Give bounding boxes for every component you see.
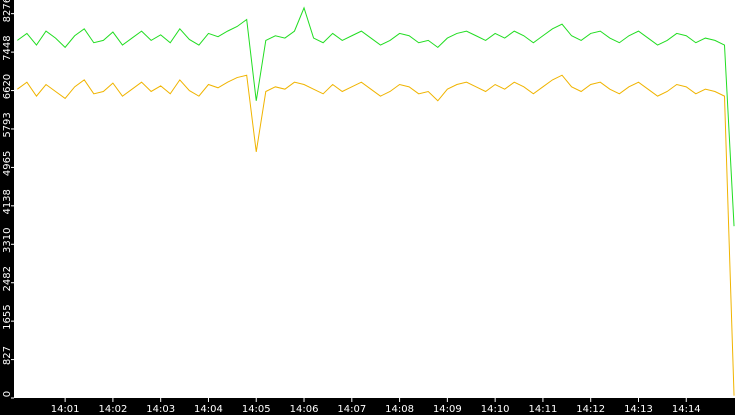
x-tick-label: 14:03 xyxy=(146,404,175,415)
x-tick-label: 14:06 xyxy=(290,404,319,415)
y-tick-label: 4138 xyxy=(2,189,13,214)
x-tick-label: 14:05 xyxy=(242,404,271,415)
y-tick-label: 8276 xyxy=(2,0,13,22)
x-tick-label: 14:12 xyxy=(576,404,605,415)
y-tick-label: 3310 xyxy=(2,228,13,253)
y-tick-label: 1655 xyxy=(2,304,13,329)
x-tick-label: 14:04 xyxy=(194,404,223,415)
x-tick-label: 14:14 xyxy=(672,404,701,415)
x-tick-label: 14:08 xyxy=(385,404,414,415)
y-tick-label: 2482 xyxy=(2,266,13,291)
series-line xyxy=(17,6,735,227)
x-tick-label: 14:13 xyxy=(624,404,653,415)
y-tick-label: 6620 xyxy=(2,74,13,99)
series-line xyxy=(17,74,735,396)
y-axis-band xyxy=(0,0,14,415)
x-tick-label: 14:01 xyxy=(51,404,80,415)
x-axis-band xyxy=(0,398,735,415)
y-tick-label: 4965 xyxy=(2,151,13,176)
x-tick-label: 14:11 xyxy=(529,404,558,415)
y-tick-label: 7448 xyxy=(2,35,13,60)
y-tick-label: 0 xyxy=(2,391,13,397)
x-tick-label: 14:02 xyxy=(98,404,127,415)
x-tick-label: 14:09 xyxy=(433,404,462,415)
x-tick-label: 14:10 xyxy=(481,404,510,415)
x-tick-label: 14:07 xyxy=(337,404,366,415)
y-tick-label: 5793 xyxy=(2,112,13,137)
y-tick-label: 827 xyxy=(2,346,13,365)
